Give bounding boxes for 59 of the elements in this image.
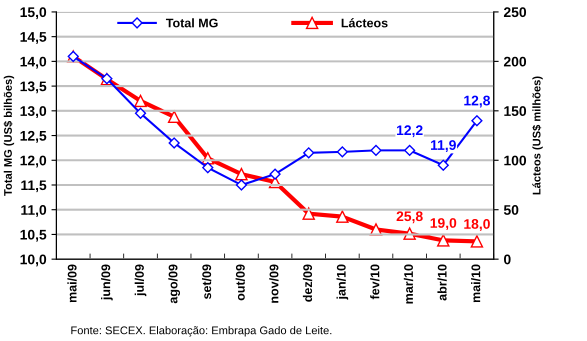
y-tick-label: 14,5: [20, 32, 46, 44]
data-label: 18,0: [464, 219, 490, 231]
y2-tick-label: 150: [504, 106, 526, 116]
point: [236, 179, 248, 191]
x-tick-label: jun/09: [101, 264, 113, 300]
y-tick-label: 14,0: [20, 56, 46, 69]
point: [202, 162, 214, 174]
data-label: 19,0: [430, 218, 456, 230]
y2-axis-title: Lácteos (US$ milhões): [532, 76, 543, 194]
y2-tick-label: 250: [504, 7, 526, 18]
y2-tick-label: 100: [504, 156, 526, 166]
x-tick-label: jul/09: [134, 264, 146, 296]
y-tick-label: 11,0: [21, 205, 46, 217]
point: [168, 110, 180, 124]
data-label: 11,9: [431, 140, 456, 152]
x-tick-label: mar/10: [404, 264, 414, 304]
x-tick-label: fev/10: [370, 264, 380, 300]
legend-label: Total MG: [166, 18, 218, 28]
y-tick-label: 10,0: [20, 254, 46, 266]
point: [437, 234, 450, 247]
y-tick-label: 12,0: [20, 156, 46, 168]
point: [370, 144, 382, 156]
y2-tick-label: 0: [504, 254, 511, 264]
point: [235, 168, 248, 180]
legend-label: Lácteos: [342, 18, 388, 28]
point: [168, 137, 180, 149]
point: [438, 160, 449, 171]
data-label: 25,8: [396, 211, 423, 224]
point: [336, 146, 348, 158]
point: [471, 115, 483, 126]
x-tick-label: mai/09: [67, 264, 77, 302]
point: [269, 168, 281, 180]
point: [336, 210, 349, 223]
y-axis-title: Total MG (US$ bilhões): [4, 76, 14, 196]
y-tick-label: 10,5: [20, 230, 46, 242]
y-tick-label: 13,5: [20, 81, 46, 94]
y-tick-label: 12,5: [20, 130, 46, 143]
source-note: Fonte: SECEX. Elaboração: Embrapa Gado de Leite.: [71, 326, 332, 337]
point: [470, 235, 484, 248]
y-tick-label: 11,5: [21, 180, 46, 192]
y2-tick-label: 200: [504, 56, 526, 67]
y-tick-label: 13,0: [20, 106, 46, 118]
x-tick-label: jan/10: [336, 264, 348, 300]
y2-tick-label: 50: [504, 205, 518, 215]
x-tick-label: dez/09: [302, 264, 312, 302]
point: [404, 144, 416, 156]
y-tick-label: 15,0: [20, 7, 46, 20]
x-tick-label: set/09: [202, 264, 212, 300]
x-tick-label: abr/10: [437, 264, 447, 300]
point: [302, 207, 315, 220]
data-label: 12,8: [464, 96, 490, 108]
x-tick-label: nov/09: [269, 264, 279, 303]
point: [134, 108, 146, 119]
x-tick-label: mai/10: [471, 264, 480, 302]
point: [134, 94, 147, 108]
x-tick-label: out/09: [236, 264, 245, 300]
point: [303, 147, 314, 158]
data-label: 12,2: [396, 125, 423, 138]
x-tick-label: ago/09: [168, 264, 180, 304]
